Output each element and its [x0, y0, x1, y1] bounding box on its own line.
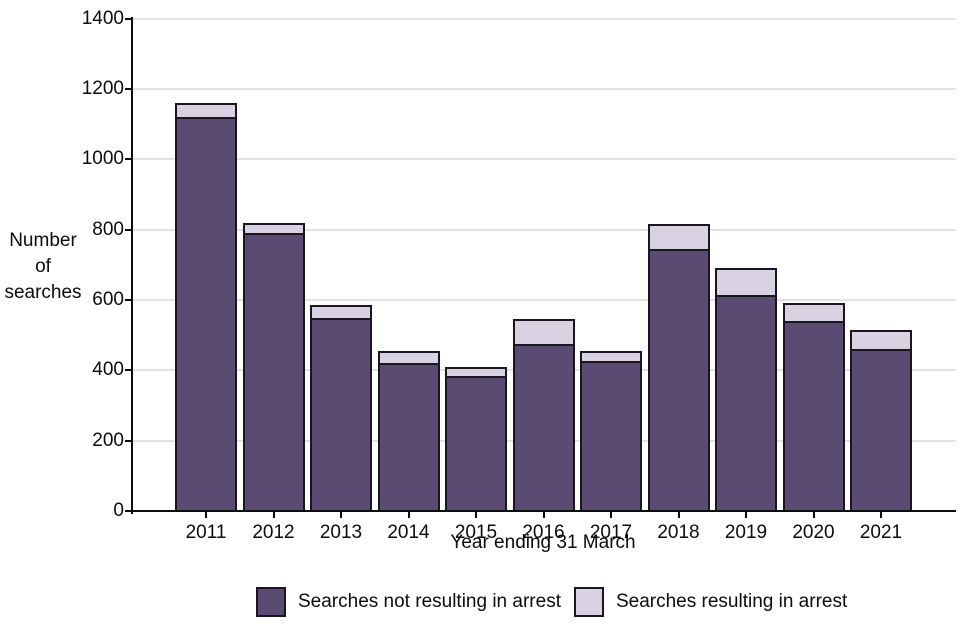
y-axis-title-line: Number	[9, 230, 77, 251]
bar-2018-not-arrest-segment	[647, 248, 710, 511]
legend: Searches not resulting in arrest Searche…	[256, 587, 847, 617]
bar-2020-not-arrest-segment	[782, 321, 845, 511]
y-tick-0	[125, 510, 131, 512]
y-tick-1400	[125, 17, 131, 20]
y-tick-label-1400: 1400	[81, 7, 124, 29]
y-tick-label-800: 800	[92, 218, 124, 240]
y-tick-400	[125, 369, 131, 372]
x-tick-2016	[542, 512, 545, 518]
bar-2017-not-arrest-segment	[580, 361, 642, 511]
x-tick-label-2011: 2011	[185, 522, 227, 543]
gridline-1200	[133, 87, 956, 90]
x-tick-2013	[340, 512, 342, 518]
legend-label-not-arrest: Searches not resulting in arrest	[298, 591, 561, 612]
bar-2011-arrest-segment	[175, 102, 237, 117]
x-tick-label-2021: 2021	[859, 522, 903, 543]
x-tick-label-2020: 2020	[792, 522, 835, 543]
bar-2020-arrest-segment	[782, 303, 845, 322]
y-tick-label-1200: 1200	[81, 77, 124, 99]
y-axis-title: Number of searches	[0, 228, 86, 306]
x-axis-title: Year ending 31 March	[450, 532, 636, 553]
y-tick-label-1000: 1000	[81, 148, 124, 170]
y-tick-label-600: 600	[92, 288, 124, 310]
x-tick-label-2014: 2014	[387, 522, 430, 543]
bar-2014-not-arrest-segment	[377, 363, 440, 511]
gridline-600	[133, 298, 956, 301]
bar-2012-not-arrest-segment	[242, 233, 305, 511]
bar-2011-not-arrest-segment	[175, 117, 237, 511]
x-tick-label-2019: 2019	[724, 522, 768, 543]
y-tick-800	[125, 228, 131, 231]
bar-2019-arrest-segment	[715, 268, 777, 295]
x-tick-label-2012: 2012	[252, 522, 295, 543]
bar-2013-not-arrest-segment	[310, 317, 372, 511]
bar-2016-not-arrest-segment	[512, 343, 575, 511]
bar-2016-arrest-segment	[512, 319, 575, 344]
x-tick-2021	[880, 512, 882, 518]
bar-2021-arrest-segment	[850, 329, 912, 350]
x-tick-2012	[272, 512, 275, 518]
legend-item-arrest: Searches resulting in arrest	[573, 587, 848, 617]
x-tick-2011	[205, 512, 207, 518]
legend-item-not-arrest: Searches not resulting in arrest	[256, 587, 561, 617]
bar-2015-not-arrest-segment	[445, 375, 507, 511]
x-axis-line	[131, 510, 956, 512]
bar-2012-arrest-segment	[242, 222, 305, 234]
bar-2013-arrest-segment	[310, 305, 372, 318]
y-tick-200	[125, 439, 131, 442]
x-tick-label-2017: 2017	[589, 522, 633, 543]
y-axis-title-line: of	[35, 256, 51, 277]
y-tick-label-400: 400	[92, 359, 124, 381]
y-tick-1200	[125, 87, 131, 90]
gridline-1400	[133, 17, 956, 20]
legend-swatch-arrest-icon	[573, 587, 604, 617]
gridline-800	[133, 228, 956, 231]
y-axis-line	[131, 16, 133, 514]
bar-2014-arrest-segment	[377, 350, 440, 364]
x-tick-label-2013: 2013	[319, 522, 363, 543]
gridline-1000	[133, 158, 956, 161]
bar-2017-arrest-segment	[580, 350, 642, 362]
x-tick-2017	[610, 512, 612, 518]
y-tick-600	[125, 298, 131, 301]
legend-swatch-not-arrest-icon	[256, 587, 286, 617]
bar-2019-not-arrest-segment	[715, 294, 777, 511]
y-tick-label-200: 200	[92, 429, 124, 451]
x-tick-2015	[475, 512, 477, 518]
bar-2021-not-arrest-segment	[850, 349, 912, 511]
y-axis-title-line: searches	[4, 282, 82, 303]
x-tick-2020	[812, 512, 815, 518]
x-tick-label-2018: 2018	[657, 522, 700, 543]
x-tick-2018	[677, 512, 680, 518]
bar-2018-arrest-segment	[647, 224, 710, 249]
y-tick-1000	[125, 158, 131, 161]
bar-2015-arrest-segment	[445, 366, 507, 376]
x-tick-2014	[407, 512, 410, 518]
x-tick-label-2016: 2016	[522, 522, 565, 543]
legend-label-arrest: Searches resulting in arrest	[615, 591, 848, 612]
x-tick-2019	[745, 512, 747, 518]
x-tick-label-2015: 2015	[454, 522, 498, 543]
y-tick-label-0: 0	[113, 500, 124, 521]
